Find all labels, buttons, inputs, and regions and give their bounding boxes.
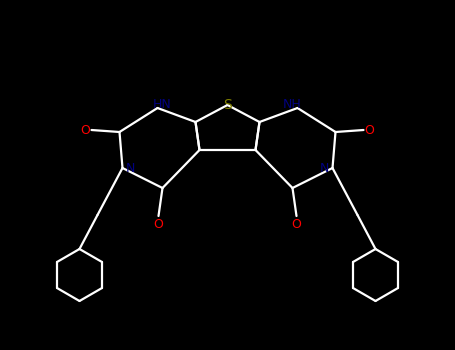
Text: O: O [81, 124, 91, 136]
Text: S: S [223, 98, 232, 112]
Text: N: N [320, 161, 329, 175]
Text: HN: HN [153, 98, 172, 111]
Text: N: N [126, 161, 135, 175]
Text: O: O [154, 217, 163, 231]
Text: NH: NH [283, 98, 302, 111]
Text: O: O [292, 217, 301, 231]
Text: O: O [364, 124, 374, 136]
